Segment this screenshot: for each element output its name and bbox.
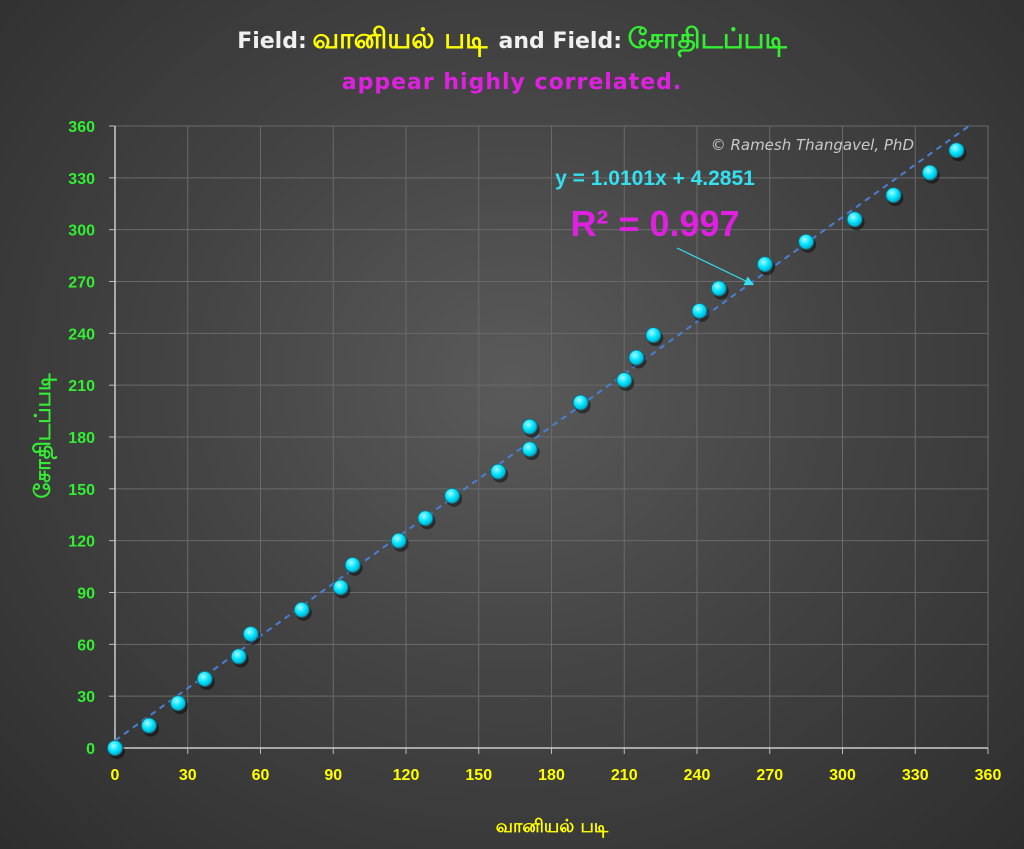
data-point <box>293 601 310 618</box>
y-tick-label: 30 <box>77 689 95 706</box>
title-field2: சோதிடப்படி <box>627 22 787 55</box>
data-point <box>616 371 633 388</box>
chart-subtitle: appear highly correlated. <box>341 70 683 95</box>
data-point <box>645 327 662 344</box>
data-point <box>710 280 727 297</box>
x-tick-label: 120 <box>393 767 420 784</box>
x-tick-label: 0 <box>111 767 120 784</box>
x-tick-label: 300 <box>829 767 856 784</box>
x-axis-label: வானியல் படி <box>496 816 609 837</box>
x-tick-label: 60 <box>252 767 270 784</box>
y-tick-label: 300 <box>68 223 95 240</box>
data-point <box>417 510 434 527</box>
title-field1: வானியல் படி <box>312 22 488 55</box>
title-prefix: Field: <box>237 29 307 54</box>
data-point <box>107 740 123 756</box>
data-point <box>390 532 407 549</box>
y-tick-label: 210 <box>68 378 95 395</box>
trendline-group <box>114 125 970 742</box>
trendline <box>114 125 970 742</box>
grid-lines <box>115 125 989 748</box>
chart-title: Field: வானியல் படி and Field: சோதிடப்படி <box>0 22 1024 59</box>
data-point <box>798 233 815 250</box>
y-tick-label: 360 <box>68 119 95 136</box>
y-tick-label: 90 <box>77 586 95 603</box>
data-point <box>521 418 538 435</box>
x-tick-label: 330 <box>902 767 929 784</box>
data-point <box>490 463 507 480</box>
axes <box>109 125 989 754</box>
data-point <box>521 441 538 458</box>
title-connector: and Field: <box>498 29 623 54</box>
data-point <box>230 648 247 665</box>
x-tick-label: 360 <box>975 767 1002 784</box>
x-tick-label: 240 <box>684 767 711 784</box>
x-tick-labels: 0 30 60 90 120 150 180 210 240 270 300 330 360 <box>111 767 1002 784</box>
data-point <box>691 302 708 319</box>
y-tick-label: 270 <box>68 275 95 292</box>
x-tick-label: 180 <box>538 767 565 784</box>
y-tick-label: 150 <box>68 482 95 499</box>
credit-text: © Ramesh Thangavel, PhD <box>711 136 914 154</box>
x-tick-label: 270 <box>756 767 783 784</box>
data-point <box>628 349 645 366</box>
data-point <box>921 164 938 181</box>
y-tick-label: 180 <box>68 430 95 447</box>
data-point <box>170 695 187 712</box>
y-tick-label: 330 <box>68 171 95 188</box>
data-point <box>948 142 965 159</box>
data-point <box>846 211 863 228</box>
y-tick-label: 0 <box>86 741 95 758</box>
data-point <box>140 717 157 734</box>
data-point <box>344 556 361 573</box>
r-squared-label: R² = 0.997 <box>570 203 739 244</box>
y-tick-label: 240 <box>68 326 95 343</box>
x-tick-label: 30 <box>179 767 197 784</box>
data-point <box>242 625 259 642</box>
trendline-equation: y = 1.0101x + 4.2851 <box>555 167 755 190</box>
y-axis-label: சோதிடப்படி <box>31 373 58 499</box>
y-tick-label: 60 <box>77 637 95 654</box>
x-tick-label: 150 <box>465 767 492 784</box>
data-points <box>107 142 967 759</box>
y-tick-labels: 0 30 60 90 120 150 180 210 240 270 300 330 360 <box>68 119 95 758</box>
x-tick-label: 90 <box>324 767 342 784</box>
r-squared-arrow <box>676 247 755 286</box>
data-point <box>332 579 349 596</box>
data-point <box>196 670 213 687</box>
data-point <box>444 487 461 504</box>
data-point <box>756 256 773 273</box>
x-tick-label: 210 <box>611 767 638 784</box>
data-point <box>885 187 902 204</box>
data-point <box>572 394 589 411</box>
y-tick-label: 120 <box>68 534 95 551</box>
